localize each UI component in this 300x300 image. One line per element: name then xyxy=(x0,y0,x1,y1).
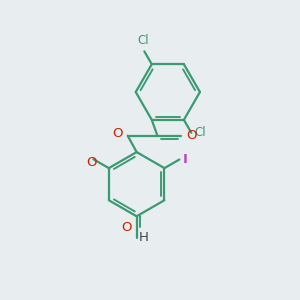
Text: O: O xyxy=(122,221,132,234)
Text: O: O xyxy=(187,129,197,142)
Text: I: I xyxy=(182,153,187,166)
Text: H: H xyxy=(138,231,148,244)
Text: O: O xyxy=(112,127,123,140)
Text: O: O xyxy=(87,156,97,170)
Text: Cl: Cl xyxy=(194,126,206,139)
Text: Cl: Cl xyxy=(137,34,149,47)
